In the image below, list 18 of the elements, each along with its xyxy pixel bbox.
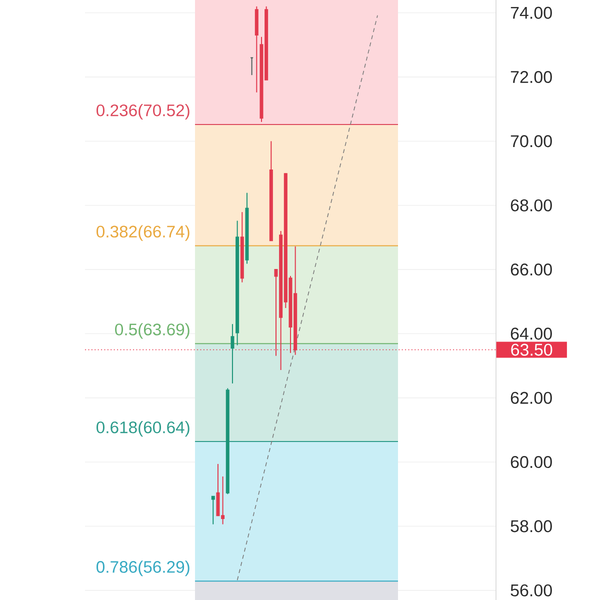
ref-line-label: 0.618(60.64) bbox=[96, 421, 190, 437]
ref-line-label: 0.786(56.29) bbox=[96, 560, 190, 576]
y-tick-label: 74.00 bbox=[510, 6, 552, 19]
ref-line-label: 0.382(66.74) bbox=[96, 225, 190, 241]
ref-line-label: 63.50 bbox=[511, 344, 552, 356]
y-tick-label: 72.00 bbox=[510, 70, 552, 84]
y-tick-label: 62.00 bbox=[510, 392, 552, 404]
y-tick-label: 66.00 bbox=[510, 263, 552, 276]
y-tick-label: 60.00 bbox=[510, 456, 552, 468]
ref-line-label: 0.236(70.52) bbox=[96, 104, 190, 120]
y-tick-label: 68.00 bbox=[510, 199, 552, 212]
y-tick-label: 56.00 bbox=[510, 584, 552, 596]
y-tick-label: 58.00 bbox=[510, 520, 552, 532]
candlestick bbox=[211, 496, 215, 525]
ref-line-label: 0.5(63.69) bbox=[115, 323, 190, 339]
y-tick-label: 64.00 bbox=[510, 328, 552, 340]
y-tick-label: 70.00 bbox=[510, 135, 552, 148]
candlestick bbox=[230, 324, 234, 384]
